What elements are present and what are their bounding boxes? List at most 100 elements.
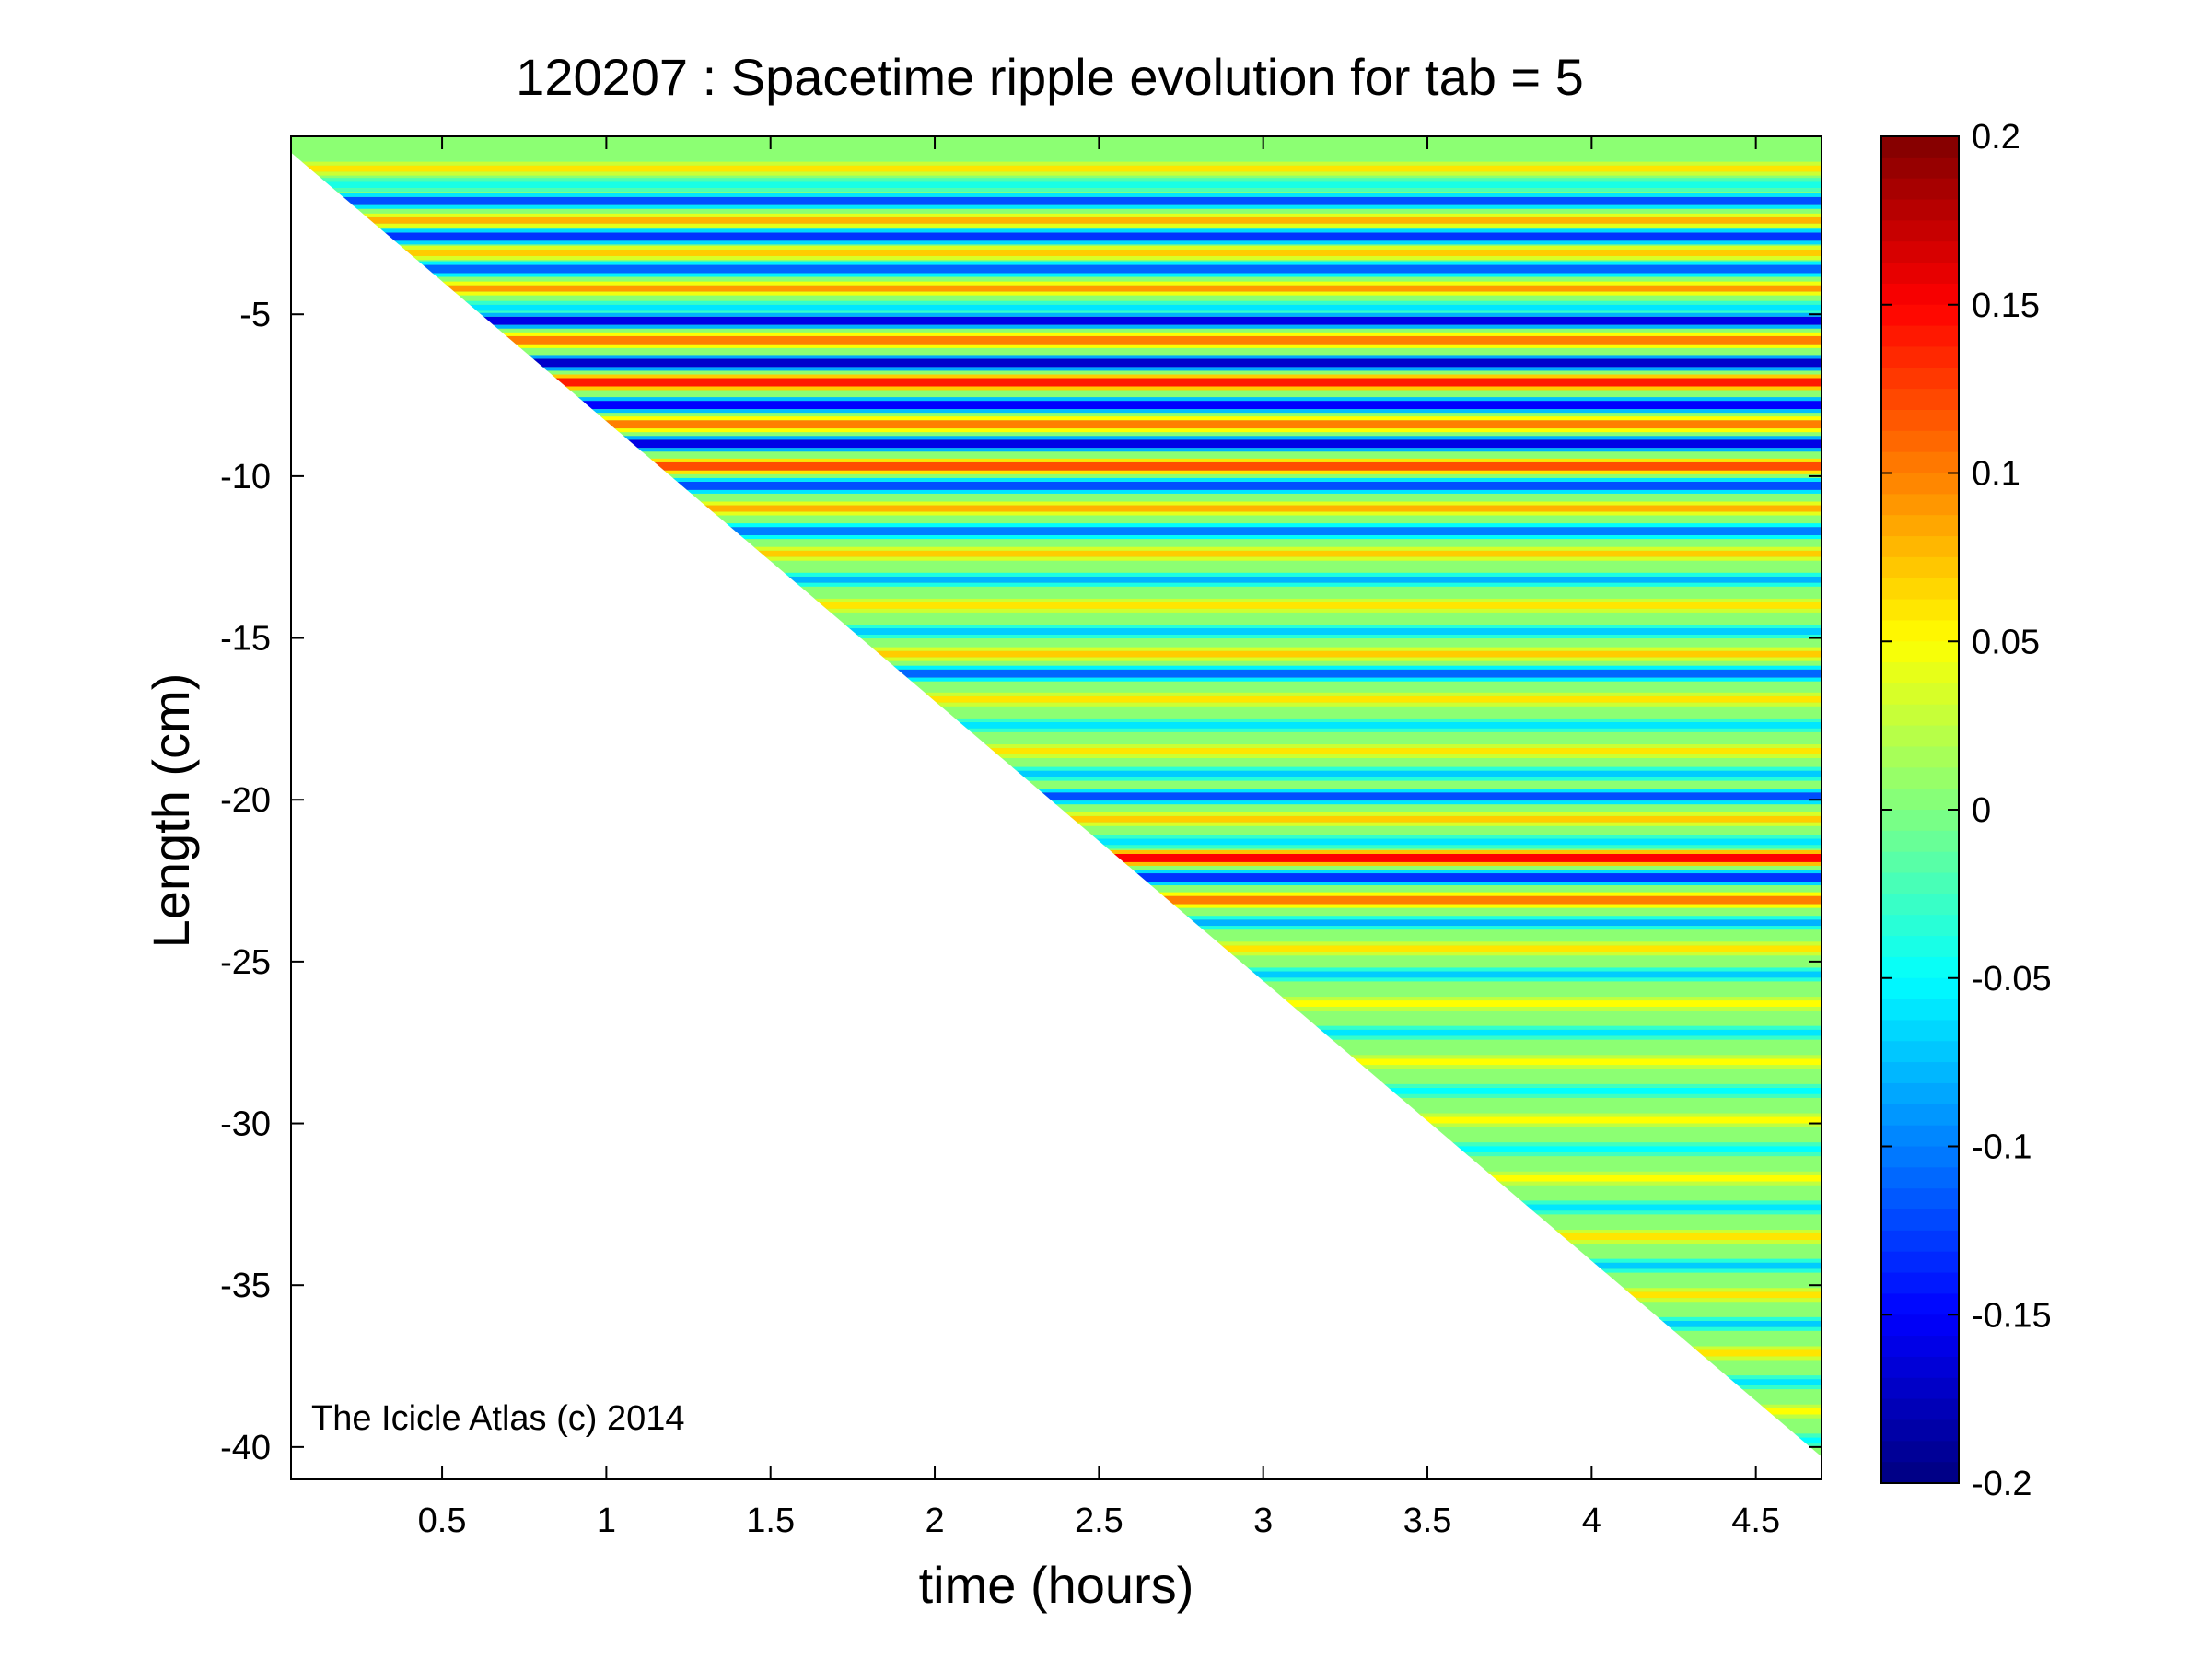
x-tick-label: 2 bbox=[925, 1501, 944, 1540]
ripple-band bbox=[291, 602, 1822, 609]
colorbar-step bbox=[1881, 536, 1959, 558]
colorbar-step bbox=[1881, 936, 1959, 958]
y-axis-label: Length (cm) bbox=[142, 673, 200, 949]
ripple-band-halo bbox=[291, 582, 1822, 587]
colorbar-tick-label: -0.1 bbox=[1972, 1128, 2032, 1167]
colorbar-step bbox=[1881, 1082, 1959, 1105]
colorbar-step bbox=[1881, 620, 1959, 643]
ripple-band-halo bbox=[291, 728, 1822, 732]
ripple-band-halo bbox=[291, 374, 1822, 379]
ripple-band bbox=[291, 439, 1822, 449]
ripple-band bbox=[291, 695, 1822, 703]
ripple-band-halo bbox=[291, 477, 1822, 482]
colorbar-step bbox=[1881, 725, 1959, 748]
colorbar-step bbox=[1881, 977, 1959, 1000]
x-tick-label: 4.5 bbox=[1731, 1501, 1780, 1540]
colorbar-step bbox=[1881, 1272, 1959, 1295]
ripple-band-halo bbox=[291, 546, 1822, 551]
ripple-band bbox=[291, 316, 1822, 325]
ripple-band bbox=[291, 748, 1822, 755]
colorbar-step bbox=[1881, 1441, 1959, 1463]
ripple-band bbox=[291, 527, 1822, 536]
ripple-band-halo bbox=[291, 245, 1822, 250]
colorbar-tick-label: 0.15 bbox=[1972, 286, 2040, 325]
colorbar-step bbox=[1881, 178, 1959, 201]
colorbar-step bbox=[1881, 241, 1959, 263]
ripple-band bbox=[291, 770, 1822, 777]
colorbar-step bbox=[1881, 1419, 1959, 1443]
ripple-band-halo bbox=[291, 766, 1822, 771]
colorbar-step bbox=[1881, 1356, 1959, 1379]
colorbar-tick-label: -0.15 bbox=[1972, 1296, 2052, 1335]
x-axis-label: time (hours) bbox=[919, 1556, 1194, 1614]
ripple-band-halo bbox=[291, 777, 1822, 781]
ripple-band-halo bbox=[291, 800, 1822, 805]
colorbar-step bbox=[1881, 894, 1959, 917]
ripple-band-halo bbox=[291, 178, 1822, 182]
ripple-band-halo bbox=[291, 556, 1822, 561]
ripple-band-halo bbox=[291, 458, 1822, 462]
colorbar-step bbox=[1881, 368, 1959, 390]
y-tick-label: -10 bbox=[220, 458, 271, 497]
colorbar-step bbox=[1881, 263, 1959, 285]
ripple-band bbox=[291, 216, 1822, 224]
ripple-band-halo bbox=[291, 523, 1822, 528]
ripple-band-halo bbox=[291, 501, 1822, 506]
colorbar-tick-label: 0.1 bbox=[1972, 455, 2020, 494]
ripple-band bbox=[291, 650, 1822, 658]
colorbar-step bbox=[1881, 1293, 1959, 1316]
y-tick-label: -30 bbox=[220, 1105, 271, 1144]
ripple-band-halo bbox=[291, 677, 1822, 682]
ripple-band-halo bbox=[291, 397, 1822, 402]
colorbar-step bbox=[1881, 451, 1959, 474]
ripple-band-halo bbox=[291, 261, 1822, 265]
y-tick-label: -15 bbox=[220, 620, 271, 659]
ripple-band-halo bbox=[291, 223, 1822, 228]
y-tick-label: -35 bbox=[220, 1267, 271, 1305]
colorbar-step bbox=[1881, 473, 1959, 496]
colorbar-step bbox=[1881, 1336, 1959, 1358]
ripple-band-halo bbox=[291, 310, 1822, 315]
ripple-band-halo bbox=[291, 489, 1822, 494]
colorbar-tick-label: 0 bbox=[1972, 791, 1991, 830]
colorbar-step bbox=[1881, 136, 1959, 158]
ripple-band-halo bbox=[291, 448, 1822, 452]
ripple-band bbox=[291, 358, 1822, 368]
ripple-band-halo bbox=[291, 470, 1822, 474]
colorbar-step bbox=[1881, 1462, 1959, 1484]
colorbar-step bbox=[1881, 515, 1959, 537]
colorbar-step bbox=[1881, 430, 1959, 453]
ripple-band-halo bbox=[291, 635, 1822, 639]
ripple-band bbox=[291, 792, 1822, 801]
copyright-annotation: The Icicle Atlas (c) 2014 bbox=[311, 1399, 685, 1438]
colorbar-tick-label: 0.05 bbox=[1972, 623, 2040, 661]
y-tick-label: -20 bbox=[220, 781, 271, 820]
ripple-band-halo bbox=[291, 367, 1822, 371]
colorbar: 0.2 0.15 0.1 0.05 0 -0.05 -0.1 -0.15 -0.2 bbox=[1880, 118, 2052, 1503]
colorbar-step bbox=[1881, 199, 1959, 222]
colorbar-step bbox=[1881, 1104, 1959, 1127]
colorbar-gradient bbox=[1881, 136, 1959, 1484]
ripple-band-halo bbox=[291, 171, 1822, 176]
colorbar-step bbox=[1881, 810, 1959, 832]
ripple-band-halo bbox=[291, 665, 1822, 670]
ripple-band bbox=[291, 461, 1822, 471]
ripple-band bbox=[291, 232, 1822, 241]
colorbar-step bbox=[1881, 830, 1959, 853]
colorbar-step bbox=[1881, 1188, 1959, 1210]
colorbar-step bbox=[1881, 1041, 1959, 1063]
ripple-band-halo bbox=[291, 535, 1822, 540]
colorbar-step bbox=[1881, 1062, 1959, 1084]
ripple-band bbox=[291, 165, 1822, 172]
ripple-band bbox=[291, 249, 1822, 256]
ripple-band-halo bbox=[291, 428, 1822, 433]
x-tick-label: 1 bbox=[597, 1501, 616, 1540]
ripple-band-halo bbox=[291, 312, 1822, 317]
x-tick-label: 1.5 bbox=[746, 1501, 795, 1540]
colorbar-step bbox=[1881, 872, 1959, 895]
colorbar-step bbox=[1881, 578, 1959, 601]
ripple-band-halo bbox=[291, 188, 1822, 193]
ripple-band bbox=[291, 196, 1822, 205]
colorbar-step bbox=[1881, 746, 1959, 769]
